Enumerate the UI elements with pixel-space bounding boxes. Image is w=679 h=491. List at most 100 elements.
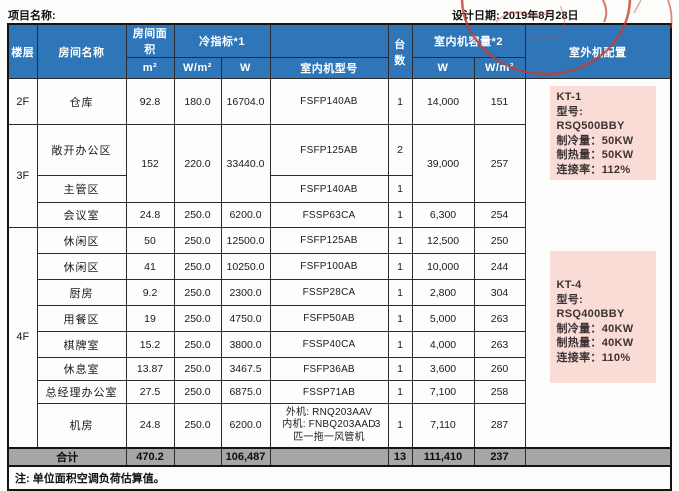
cap-w-cell: 10,000: [411, 253, 475, 280]
header-row-1: 楼层 房间名称 房间面积 冷指标*1 台数 室内机容量*2 室外机配置: [7, 23, 672, 79]
model-cell: FSFP50AB: [269, 305, 389, 332]
area-cell: 24.8: [125, 403, 175, 448]
cap-w-cell: 7,100: [411, 380, 475, 404]
wpm-cell: 250.0: [173, 202, 222, 228]
project-name-label: 项目名称:: [8, 10, 56, 22]
count-cell: 1: [387, 202, 413, 228]
cap-w-cell: 39,000: [411, 124, 475, 203]
kt4-heating: 制热量：40KW: [556, 337, 634, 350]
wpm-cell: 250.0: [173, 380, 222, 404]
count-cell: 1: [387, 227, 413, 254]
wpm-cell: 250.0: [173, 253, 222, 280]
total-label-cell: 合计: [7, 446, 127, 467]
count-cell: 1: [387, 380, 413, 404]
cap-wpm-cell: 250: [473, 227, 526, 254]
total-cap-w-cell: 111,410: [411, 446, 475, 467]
kt1-model-label: 型号:: [556, 105, 584, 118]
kt4-connection: 连接率：110%: [556, 351, 631, 364]
room-cell: 机房: [36, 403, 127, 448]
w-cell: 10250.0: [220, 253, 271, 280]
scanned-document-page: 项目名称: 设计日期: 2019年8月28日 楼层 房间名称 房间面积 冷指标*…: [7, 0, 673, 491]
room-cell: 棋牌室: [36, 331, 127, 358]
table-row: 总经理办公室 27.5 250.0 6875.0 FSSP71AB 1 7,10…: [8, 380, 671, 404]
wpm-cell: 250.0: [173, 279, 222, 306]
w-cell: 33440.0: [220, 124, 271, 203]
kt4-cooling: 制冷量：40KW: [556, 322, 634, 335]
table-row: 会议室 24.8 250.0 6200.0 FSSP63CA 1 6,300 2…: [8, 202, 671, 228]
cap-wpm-cell: 260: [473, 357, 526, 381]
room-cell: 主管区: [36, 175, 127, 203]
wpm-cell: 250.0: [173, 331, 222, 358]
count-cell: 1: [387, 305, 413, 332]
wpm-cell: 250.0: [173, 227, 222, 254]
model-cell: FSFP100AB: [269, 253, 389, 280]
footnote-cell: 注: 单位面积空调负荷估算值。: [7, 465, 672, 490]
area-cell: 92.8: [125, 78, 175, 125]
w-cell: 6875.0: [220, 380, 271, 404]
note-row: 注: 单位面积空调负荷估算值。: [7, 465, 672, 490]
total-cap-wpm-cell: 237: [473, 446, 526, 467]
room-cell: 休闲区: [36, 227, 127, 254]
room-header: 房间名称: [36, 23, 127, 79]
hvac-load-table: 楼层 房间名称 房间面积 冷指标*1 台数 室内机容量*2 室外机配置 m² W…: [7, 23, 672, 491]
floor-cell: 4F: [7, 227, 38, 448]
cap-w-per-m2-header: W/m²: [473, 57, 526, 79]
cap-wpm-cell: 287: [473, 403, 526, 448]
total-w-cell: 106,487: [220, 446, 271, 467]
indoor-model-header: 室内机型号: [269, 57, 389, 79]
kt4-model-label: 型号:: [556, 293, 584, 306]
area-cell: 27.5: [125, 380, 175, 404]
room-cell: 厨房: [36, 279, 127, 306]
cap-wpm-cell: 254: [473, 202, 526, 228]
area-cell: 41: [125, 253, 175, 280]
design-date-label: 设计日期:: [452, 10, 500, 22]
kt1-cooling: 制冷量：50KW: [556, 134, 634, 147]
w-header: W: [220, 57, 271, 79]
model-cell: FSFP36AB: [269, 357, 389, 381]
table-row: 用餐区 19 250.0 4750.0 FSFP50AB 1 5,000 263: [8, 305, 671, 332]
machine-room-model: 外机: RNQ203AAV 内机: FNBQ203AAD 3 匹一拖一风管机: [272, 407, 387, 445]
room-cell: 总经理办公室: [36, 380, 127, 404]
w-per-m2-header: W/m²: [173, 57, 222, 79]
total-model-cell: [269, 446, 389, 467]
w-cell: 12500.0: [220, 227, 271, 254]
total-wpm-cell: [173, 446, 222, 467]
cap-w-header: W: [411, 57, 475, 79]
w-cell: 16704.0: [220, 78, 271, 125]
room-cell: 用餐区: [36, 305, 127, 332]
total-count-cell: 13: [387, 446, 413, 467]
cap-wpm-cell: 151: [473, 78, 526, 125]
room-cell: 休息室: [36, 357, 127, 381]
kt4-id: KT-4: [556, 279, 582, 291]
cap-wpm-cell: 263: [473, 331, 526, 358]
model-cell: FSSP63CA: [269, 202, 389, 228]
count-cell: 1: [387, 357, 413, 381]
count-cell: 1: [387, 403, 413, 448]
model-cell: FSSP40CA: [269, 331, 389, 358]
cap-w-cell: 7,110: [411, 403, 475, 448]
area-cell: 152: [125, 124, 175, 203]
count-cell: 1: [387, 78, 413, 125]
w-cell: 2300.0: [220, 279, 271, 306]
cap-w-cell: 5,000: [411, 305, 475, 332]
floor-cell: 3F: [7, 124, 38, 228]
area-unit-header: m²: [125, 57, 175, 79]
count-cell: 1: [387, 279, 413, 306]
kt1-connection: 连接率：112%: [556, 163, 631, 176]
model-cell: FSFP140AB: [269, 175, 389, 203]
wpm-cell: 250.0: [173, 357, 222, 381]
count-cell: 1: [387, 253, 413, 280]
area-header: 房间面积: [125, 23, 175, 58]
cooling-index-header: 冷指标*1: [173, 23, 271, 58]
outdoor-unit-kt4: KT-4 型号: RSQ400BBY 制冷量：40KW 制热量：40KW 连接率…: [549, 251, 656, 383]
area-cell: 9.2: [125, 279, 175, 306]
area-cell: 24.8: [125, 202, 175, 228]
table-row: 3F 敞开办公区 152 220.0 33440.0 FSFP125AB 2 3…: [7, 124, 671, 228]
w-cell: 6200.0: [220, 403, 271, 448]
outdoor-unit-line: 外机: RNQ203AAV: [285, 406, 373, 418]
design-date: 设计日期: 2019年8月28日: [452, 7, 579, 23]
unit-count-header: 台数: [387, 23, 413, 79]
outdoor-config-header: 室外机配置: [524, 23, 672, 79]
room-cell: 会议室: [36, 202, 127, 228]
kt1-id: KT-1: [556, 91, 582, 103]
